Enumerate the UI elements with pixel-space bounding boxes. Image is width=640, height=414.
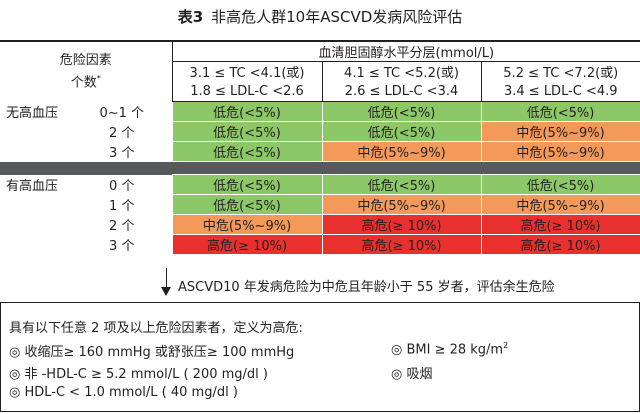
criteria-intro: 具有以下任意 2 项及以上危险因素者，定义为高危: (9, 321, 303, 336)
criteria-bmi-text: ◎ BMI ≥ 28 kg/m (391, 342, 504, 358)
table-row: 3 个 高危(≥ 10%) 高危(≥ 10%) 高危(≥ 10%) (0, 234, 640, 255)
risk-cell: 低危(<5%) (171, 194, 323, 215)
risk-cell: 低危(<5%) (321, 121, 482, 142)
group-label-no-hypertension: 无高血压 (6, 106, 59, 121)
table-row: 有高血压 0 个 低危(<5%) 低危(<5%) 低危(<5%) (0, 174, 640, 195)
risk-cell: 低危(<5%) (171, 174, 323, 195)
risk-cell: 低危(<5%) (171, 101, 323, 122)
risk-cell: 高危(≥ 10%) (321, 234, 482, 255)
factor-header: 危险因素 个数* (0, 40, 173, 102)
table-row: 3 个 低危(<5%) 中危(5%~9%) 中危(5%~9%) (0, 141, 640, 162)
risk-cell: 中危(5%~9%) (171, 214, 323, 235)
factor-count: 2 个 (109, 219, 135, 234)
risk-cell: 高危(≥ 10%) (480, 234, 640, 255)
criteria-item-smoking: ◎ 吸烟 (391, 367, 433, 382)
header-row-tc: 3.1 ≤ TC <4.1(或) 4.1 ≤ TC <5.2(或) 5.2 ≤ … (0, 61, 640, 82)
table-row: 1 个 低危(<5%) 中危(5%~9%) 中危(5%~9%) (0, 194, 640, 215)
factor-header-mark: * (96, 73, 101, 83)
group-label-hypertension: 有高血压 (6, 179, 59, 194)
risk-cell: 低危(<5%) (480, 101, 640, 122)
risk-cell: 中危(5%~9%) (480, 141, 640, 162)
table-row: 无高血压 0~1 个 低危(<5%) 低危(<5%) 低危(<5%) (0, 101, 640, 122)
factor-header-line1: 危险因素 (59, 52, 112, 68)
risk-cell: 低危(<5%) (321, 174, 482, 195)
criteria-bmi-sup: 2 (503, 341, 509, 350)
ldl-range-3: 3.4 ≤ LDL-C <4.9 (480, 81, 640, 102)
ldl-range-2: 2.6 ≤ LDL-C <3.4 (321, 81, 482, 102)
criteria-item: ◎ HDL-C < 1.0 mmol/L ( 40 mg/dl ) (9, 385, 238, 400)
tc-range-3: 5.2 ≤ TC <7.2(或) (480, 61, 640, 82)
high-risk-criteria-box: 具有以下任意 2 项及以上危险因素者，定义为高危: ◎ 收缩压≥ 160 mmH… (0, 302, 640, 412)
header-row-ldl: 1.8 ≤ LDL-C <2.6 2.6 ≤ LDL-C <3.4 3.4 ≤ … (0, 81, 640, 102)
factor-count: 1 个 (109, 199, 135, 214)
criteria-item: ◎ 收缩压≥ 160 mmHg 或舒张压≥ 100 mmHg (9, 345, 295, 360)
down-arrow-icon (161, 287, 171, 296)
factor-count: 0~1 个 (99, 106, 145, 121)
chol-header: 血清胆固醇水平分层(mmol/L) (172, 40, 640, 62)
table-row: 2 个 低危(<5%) 低危(<5%) 中危(5%~9%) (0, 121, 640, 142)
tc-range-1: 3.1 ≤ TC <4.1(或) (189, 66, 305, 82)
ldl-range-1: 1.8 ≤ LDL-C <2.6 (172, 81, 323, 102)
risk-cell: 低危(<5%) (171, 141, 323, 162)
risk-cell: 中危(5%~9%) (321, 194, 482, 215)
table-title-text: 非高危人群10年ASCVD发病风险评估 (211, 8, 463, 26)
risk-cell: 低危(<5%) (171, 121, 323, 142)
risk-cell: 中危(5%~9%) (480, 194, 640, 215)
factor-count: 3 个 (109, 239, 135, 254)
criteria-item-bmi: ◎ BMI ≥ 28 kg/m2 (391, 341, 508, 357)
table-title: 表3 非高危人群10年ASCVD发病风险评估 (0, 6, 640, 27)
risk-cell: 高危(≥ 10%) (171, 234, 323, 255)
factor-count: 2 个 (109, 126, 135, 141)
risk-cell: 中危(5%~9%) (480, 121, 640, 142)
header-row-1: 危险因素 个数* 血清胆固醇水平分层(mmol/L) (0, 40, 640, 102)
risk-cell: 高危(≥ 10%) (480, 214, 640, 235)
table-label: 表3 (177, 8, 204, 26)
tc-range-2: 4.1 ≤ TC <5.2(或) (321, 61, 482, 82)
risk-cell: 中危(5%~9%) (321, 141, 482, 162)
criteria-item: ◎ 非 -HDL-C ≥ 5.2 mmol/L ( 200 mg/dl ) (9, 367, 268, 382)
factor-count: 0 个 (109, 179, 135, 194)
table-row: 2 个 中危(5%~9%) 高危(≥ 10%) 高危(≥ 10%) (0, 214, 640, 235)
factor-header-line2: 个数 (70, 74, 97, 90)
down-arrow-line (166, 268, 167, 289)
risk-cell: 低危(<5%) (321, 101, 482, 122)
risk-cell: 高危(≥ 10%) (321, 214, 482, 235)
factor-count: 3 个 (109, 146, 135, 161)
arrow-note: ASCVD10 年发病危险为中危且年龄小于 55 岁者，评估余生危险 (178, 280, 555, 295)
group-separator (0, 161, 640, 175)
risk-cell: 低危(<5%) (480, 174, 640, 195)
risk-table: 危险因素 个数* 血清胆固醇水平分层(mmol/L) 3.1 ≤ TC <4.1… (0, 40, 640, 255)
